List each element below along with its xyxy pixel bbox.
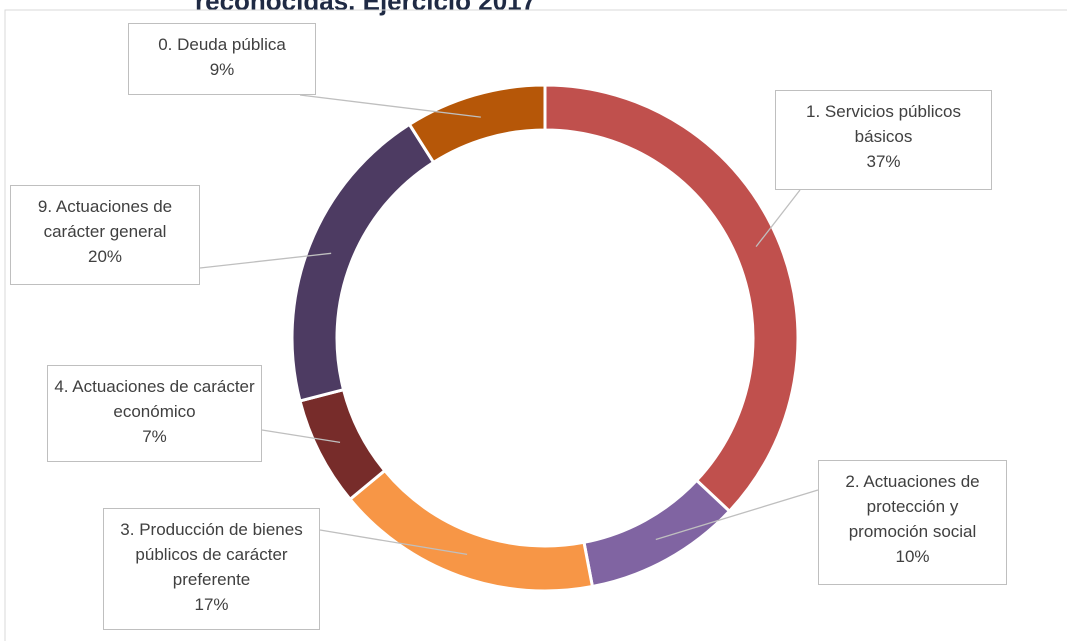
leader-line xyxy=(299,94,481,118)
label-text: 2. Actuaciones de protección y promoción… xyxy=(845,472,980,541)
donut-slice xyxy=(582,478,732,589)
label-text: 4. Actuaciones de carácter económico xyxy=(54,377,255,421)
data-label: 2. Actuaciones de protección y promoción… xyxy=(818,460,1007,585)
label-text: 0. Deuda pública xyxy=(158,35,286,54)
chart-border xyxy=(4,9,1067,641)
chart-title: reconocidas. Ejercicio 2017 xyxy=(195,0,537,16)
leader-line xyxy=(655,489,819,541)
leader-line xyxy=(755,189,801,248)
donut-slice xyxy=(347,468,595,593)
label-text: 7% xyxy=(142,427,167,446)
donut-slice xyxy=(290,122,436,403)
data-label: 4. Actuaciones de carácter económico 7% xyxy=(47,365,262,462)
label-text: 37% xyxy=(866,152,901,171)
donut-slice xyxy=(407,83,547,165)
label-text: 3. Producción de bienes públicos de cará… xyxy=(120,520,303,589)
data-label: 3. Producción de bienes públicos de cará… xyxy=(103,508,320,630)
label-text: 1. Servicios públicos básicos xyxy=(806,102,961,146)
leader-line xyxy=(261,429,341,444)
data-label: 0. Deuda pública 9% xyxy=(128,23,316,95)
data-label: 1. Servicios públicos básicos 37% xyxy=(775,90,992,190)
label-text: 9% xyxy=(209,60,235,79)
data-label: 9. Actuaciones de carácter general 20% xyxy=(10,185,200,285)
label-text: 10% xyxy=(895,547,930,566)
donut-slice xyxy=(298,387,387,502)
label-text: 17% xyxy=(194,595,229,614)
label-text: 9. Actuaciones de carácter general xyxy=(37,197,173,241)
label-text: 20% xyxy=(87,247,123,266)
leader-line xyxy=(319,529,468,556)
donut-slice xyxy=(543,83,800,514)
leader-line xyxy=(199,252,332,269)
